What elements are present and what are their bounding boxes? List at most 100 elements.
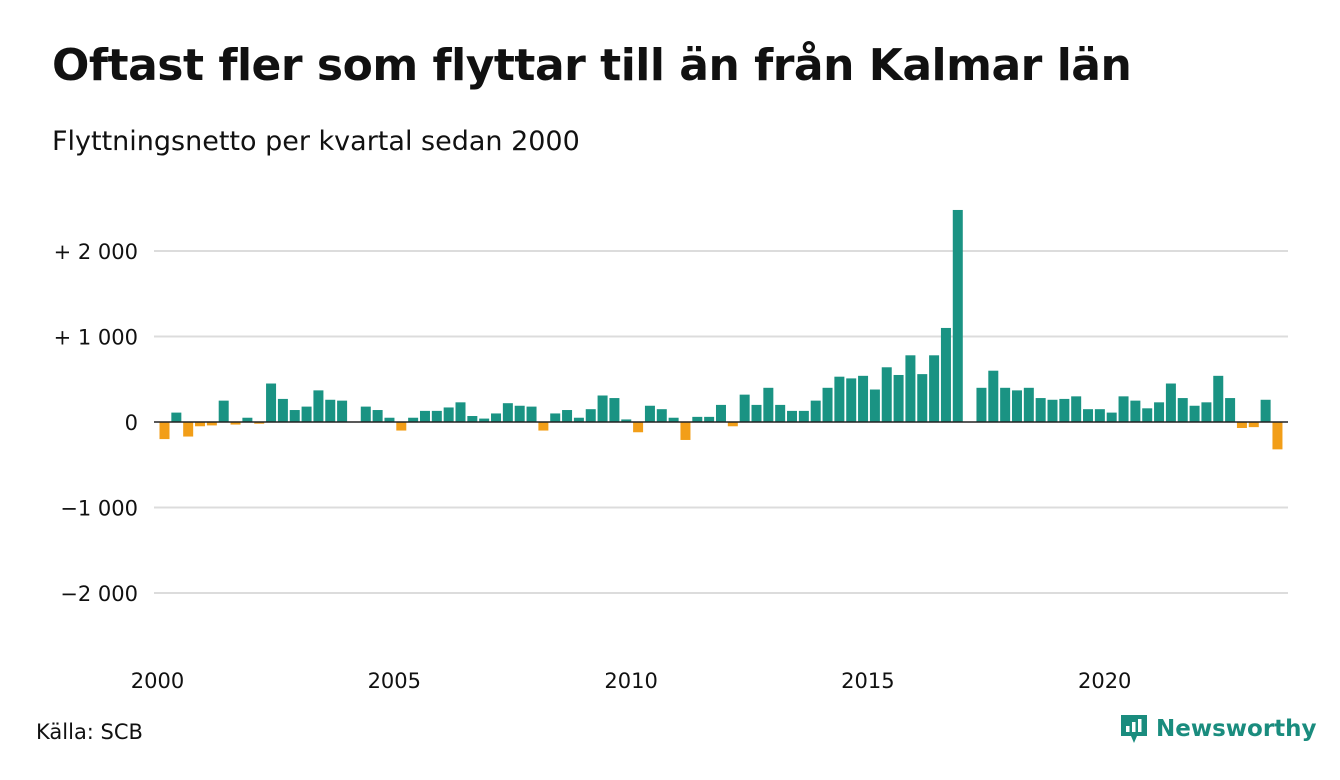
bar: 2020 K2: 300 [1118,396,1129,422]
bar: 2002 K2: 450 [266,383,277,422]
bar: 2005 K2: 50 [408,417,419,423]
bar: 2021 K4: 190 [1189,405,1200,422]
bar: 2015 K4: 780 [905,355,916,422]
bar: 2020 K4: 160 [1142,408,1153,422]
bar: 2006 K1: 170 [443,407,454,422]
bar: 2006 K2: 230 [455,402,466,422]
bar: 2018 K2: 400 [1023,387,1034,422]
bar: 2015 K3: 550 [893,374,904,423]
bar: 2000 K4: -50 [195,422,206,427]
bar: 2004 K2: 180 [360,406,371,422]
bar: 2015 K2: 640 [881,367,892,422]
bar: 2019 K2: 300 [1071,396,1082,422]
bar: 2022 K2: 540 [1213,375,1224,422]
bar: 2005 K3: 130 [419,410,430,422]
chart-subtitle: Flyttningsnetto per kvartal sedan 2000 [52,126,580,157]
bar: 2012 K3: 200 [751,404,762,422]
bar: 2013 K1: 200 [775,404,786,422]
bar: 2010 K1: -120 [633,422,644,433]
bar: 2019 K4: 150 [1094,409,1105,423]
bar: 2014 K1: 400 [822,387,833,422]
bar: 2001 K1: -40 [206,422,217,426]
bar: 2000 K1: -200 [159,422,170,440]
y-tick-label: −2 000 [60,582,138,606]
bar: 2003 K3: 260 [325,399,336,422]
gridlines [154,250,1288,594]
y-tick-label: −1 000 [60,497,138,521]
bar: 2019 K1: 270 [1059,398,1070,423]
bar: 2012 K4: 400 [763,387,774,422]
bar: 2014 K2: 530 [834,376,845,423]
bar: 2019 K3: 150 [1083,409,1094,423]
bar: 2013 K4: 250 [810,400,821,423]
bar: 2007 K1: 100 [491,413,502,422]
bar: 2017 K3: 600 [988,370,999,422]
bar: 2022 K4: -70 [1236,422,1247,428]
bar: 2022 K3: 280 [1225,398,1236,422]
x-tick-label: 2000 [131,669,184,693]
bar: 2007 K2: 220 [502,403,513,422]
bar: 2011 K2: 60 [692,416,703,422]
x-tick-label: 2020 [1078,669,1131,693]
bar: 2005 K1: -100 [396,422,407,431]
brand-name: Newsworthy [1156,716,1317,742]
bar: 2020 K1: 110 [1106,412,1117,423]
bar: 2018 K3: 280 [1035,398,1046,422]
bar: 2010 K4: 50 [668,417,679,423]
bar: 2016 K4: 2480 [952,209,963,422]
bar: 2003 K1: 180 [301,406,312,422]
bar: 2009 K1: 150 [585,409,596,423]
bar: 2013 K3: 130 [798,410,809,422]
bar: 2023 K1: -60 [1248,422,1259,428]
bar: 2017 K4: 400 [1000,387,1011,422]
bar: 2002 K3: 270 [277,398,288,423]
bar: 2010 K2: 190 [644,405,655,422]
bar: 2003 K2: 370 [313,390,324,423]
bar: 2017 K2: 400 [976,387,987,422]
bar: 2012 K1: -50 [727,422,738,427]
x-tick-label: 2005 [368,669,421,693]
bar: 2013 K2: 130 [787,410,798,422]
bar: 2009 K4: 30 [621,419,632,423]
bar: 2021 K2: 450 [1165,383,1176,422]
bar: 2014 K4: 540 [858,375,869,422]
newsworthy-logo-icon [1121,715,1147,743]
bar: 2004 K4: 50 [384,417,395,423]
bar: 2020 K3: 250 [1130,400,1141,423]
bar: 2002 K1: -20 [254,422,265,424]
bar: 2023 K3: -320 [1272,422,1283,450]
bar: 2021 K3: 280 [1177,398,1188,422]
bar: 2021 K1: 230 [1154,402,1165,422]
y-axis-labels: + 2 000 + 1 000 0 −1 000 −2 000 [54,240,138,606]
bar: 2001 K2: 250 [218,400,229,423]
bar: 2016 K2: 780 [929,355,940,422]
bar: 2009 K2: 310 [597,395,608,423]
bar: 2008 K2: 100 [550,413,561,422]
bar: 2016 K1: 560 [917,374,928,422]
y-tick-label: 0 [125,411,138,435]
bar: 2011 K1: -210 [680,422,691,440]
x-tick-label: 2015 [841,669,894,693]
bars: 2000 K1: -2002000 K2: 1102000 K3: -17020… [159,209,1283,450]
bar: 2003 K4: 250 [337,400,348,423]
bar: 2008 K4: 50 [573,417,584,423]
bar: 2006 K4: 40 [479,418,490,422]
source-label: Källa: SCB [36,720,143,744]
bar: 2000 K2: 110 [171,412,182,423]
bar: 2006 K3: 70 [467,416,478,422]
bar: 2002 K4: 140 [289,410,300,422]
bar: 2008 K1: -100 [538,422,549,431]
y-tick-label: + 2 000 [54,240,138,264]
bar: 2018 K1: 370 [1011,390,1022,423]
bar: 2000 K3: -170 [183,422,194,437]
x-axis-labels: 2000 2005 2010 2015 2020 [131,669,1132,693]
chart-title: Oftast fler som flyttar till än från Kal… [52,40,1132,91]
brand-logo: Newsworthy [1118,712,1317,746]
x-tick-label: 2010 [604,669,657,693]
bar: 2011 K3: 60 [704,416,715,422]
bar: 2004 K3: 140 [372,410,383,422]
bar: 2023 K2: 260 [1260,399,1271,422]
bar: 2015 K1: 380 [869,389,880,422]
bar: 2014 K3: 510 [846,378,857,422]
